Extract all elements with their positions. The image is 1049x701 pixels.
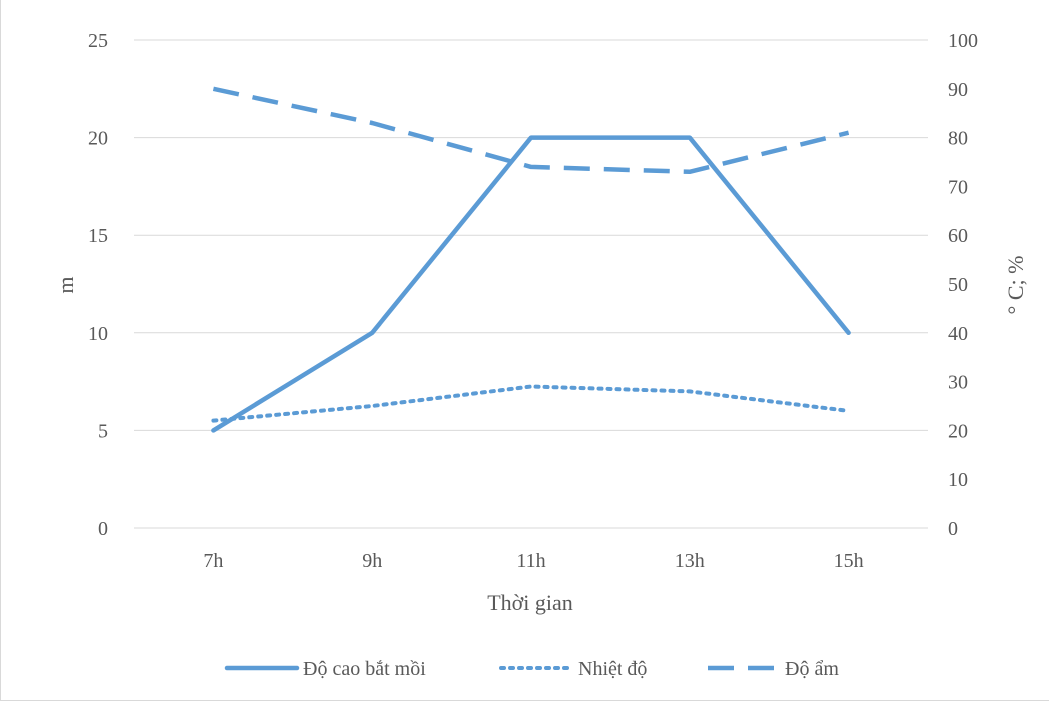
legend-label: Độ ẩm bbox=[785, 658, 839, 680]
left-tick-label: 5 bbox=[98, 420, 108, 442]
right-tick-label: 20 bbox=[948, 420, 968, 442]
right-tick-label: 0 bbox=[948, 518, 958, 540]
x-axis-title: Thời gian bbox=[487, 590, 573, 615]
right-tick-label: 90 bbox=[948, 79, 968, 101]
right-tick-label: 100 bbox=[948, 30, 978, 52]
x-tick-label: 7h bbox=[203, 550, 223, 572]
x-axis-ticks: 7h 9h 11h 13h 15h bbox=[203, 550, 863, 572]
x-tick-label: 11h bbox=[516, 550, 545, 572]
right-tick-label: 50 bbox=[948, 274, 968, 296]
legend-label: Độ cao bắt mồi bbox=[303, 658, 426, 680]
left-tick-label: 25 bbox=[88, 30, 108, 52]
right-tick-label: 10 bbox=[948, 469, 968, 491]
series-line-dashed bbox=[212, 86, 850, 175]
series-line-solid bbox=[211, 135, 851, 433]
x-tick-label: 9h bbox=[362, 550, 382, 572]
right-tick-label: 60 bbox=[948, 225, 968, 247]
legend: Độ cao bắt mồi Nhiệt độ Độ ẩm bbox=[224, 658, 839, 680]
right-tick-label: 80 bbox=[948, 128, 968, 150]
right-tick-label: 30 bbox=[948, 372, 968, 394]
left-tick-label: 20 bbox=[88, 128, 108, 150]
legend-label: Nhiệt độ bbox=[578, 658, 647, 680]
left-axis-title: m bbox=[53, 276, 78, 293]
right-tick-label: 40 bbox=[948, 323, 968, 345]
x-tick-label: 13h bbox=[675, 550, 705, 572]
left-tick-label: 15 bbox=[88, 225, 108, 247]
right-tick-label: 70 bbox=[948, 176, 968, 198]
series-line-dotted bbox=[211, 384, 851, 423]
left-axis-ticks: 0 5 10 15 20 25 bbox=[88, 30, 108, 540]
right-axis-ticks: 0 10 20 30 40 50 60 70 80 90 100 bbox=[948, 30, 978, 540]
right-axis-title: ° C; % bbox=[1003, 256, 1028, 315]
left-tick-label: 0 bbox=[98, 518, 108, 540]
left-tick-label: 10 bbox=[88, 323, 108, 345]
series-layer bbox=[211, 86, 851, 433]
x-tick-label: 15h bbox=[834, 550, 864, 572]
